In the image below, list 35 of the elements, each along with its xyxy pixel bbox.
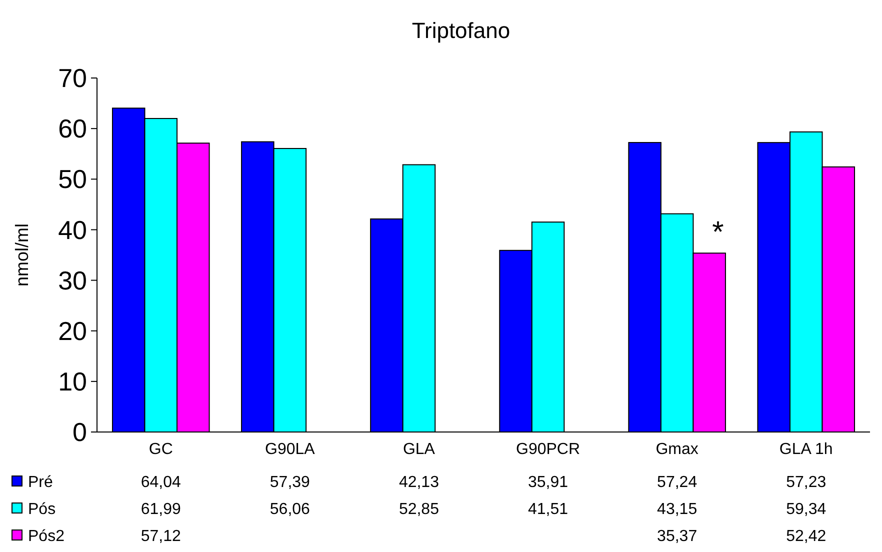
y-tick-label: 70: [58, 63, 87, 94]
data-label: 57,23: [786, 474, 826, 491]
data-label: 52,85: [398, 501, 440, 518]
data-label: 56,06: [270, 501, 310, 518]
data-label: 57,24: [657, 474, 698, 491]
data-label: 59,34: [786, 501, 826, 518]
data-label: 57,39: [270, 474, 310, 491]
chart-title: Triptofano: [412, 18, 510, 43]
y-tick-label: 60: [58, 114, 87, 144]
data-label: 64,04: [140, 474, 181, 491]
y-tick-label: 0: [72, 417, 87, 448]
data-label: 35,37: [657, 528, 698, 545]
y-tick-label: 30: [58, 265, 87, 296]
x-tick-label: G90PCR: [516, 441, 580, 458]
data-label: 57,12: [140, 528, 181, 545]
x-tick-label: Gmax: [656, 441, 698, 458]
legend-label: Pós2: [28, 528, 65, 545]
legend-label: Pós: [28, 501, 56, 518]
data-label: 41,51: [528, 501, 568, 518]
data-label: 52,42: [786, 528, 826, 545]
annotation: *: [712, 216, 724, 249]
y-tick-label: 40: [58, 214, 87, 245]
data-label: 61,99: [140, 501, 181, 518]
y-tick-label: 10: [58, 366, 87, 397]
x-tick-label: GLA 1h: [779, 441, 833, 458]
y-tick-label: 20: [58, 316, 87, 346]
x-tick-label: GLA: [402, 441, 436, 458]
x-tick-label: GC: [148, 441, 173, 458]
data-label: 42,13: [398, 474, 440, 491]
data-label: 35,91: [528, 474, 568, 491]
x-tick-label: G90LA: [265, 441, 316, 458]
y-tick-label: 50: [58, 164, 87, 194]
data-label: 43,15: [657, 501, 698, 518]
legend-label: Pré: [28, 474, 53, 491]
y-axis-title: nmol/ml: [12, 223, 32, 287]
